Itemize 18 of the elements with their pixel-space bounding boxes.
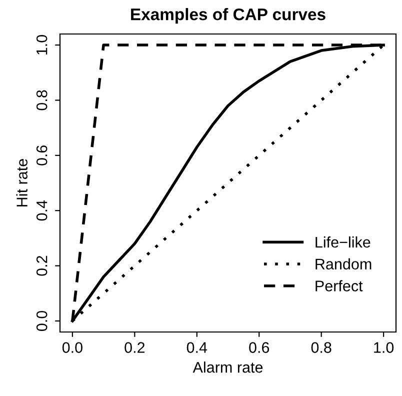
y-tick-label: 0.2 <box>36 256 48 276</box>
legend-label: Perfect <box>316 280 363 292</box>
y-tick-label: 0.8 <box>36 90 48 110</box>
y-axis-title: Hit rate <box>16 159 28 206</box>
x-tick-label: 0.0 <box>62 342 82 353</box>
y-tick-label: 0.4 <box>36 200 48 221</box>
x-tick-label: 1.0 <box>374 342 394 353</box>
legend-label: Random <box>316 258 372 270</box>
x-tick-label: 0.6 <box>249 342 270 353</box>
x-tick-label: 0.8 <box>311 342 332 353</box>
chart-title: Examples of CAP curves <box>131 8 326 24</box>
y-tick-label: 0.6 <box>36 145 48 166</box>
legend-label: Life−like <box>316 236 370 248</box>
y-tick-label: 1.0 <box>36 35 48 54</box>
y-tick-label: 0.0 <box>36 310 48 331</box>
x-tick-label: 0.2 <box>124 342 145 353</box>
x-axis-title: Alarm rate <box>192 362 263 373</box>
x-tick-label: 0.4 <box>186 342 208 353</box>
